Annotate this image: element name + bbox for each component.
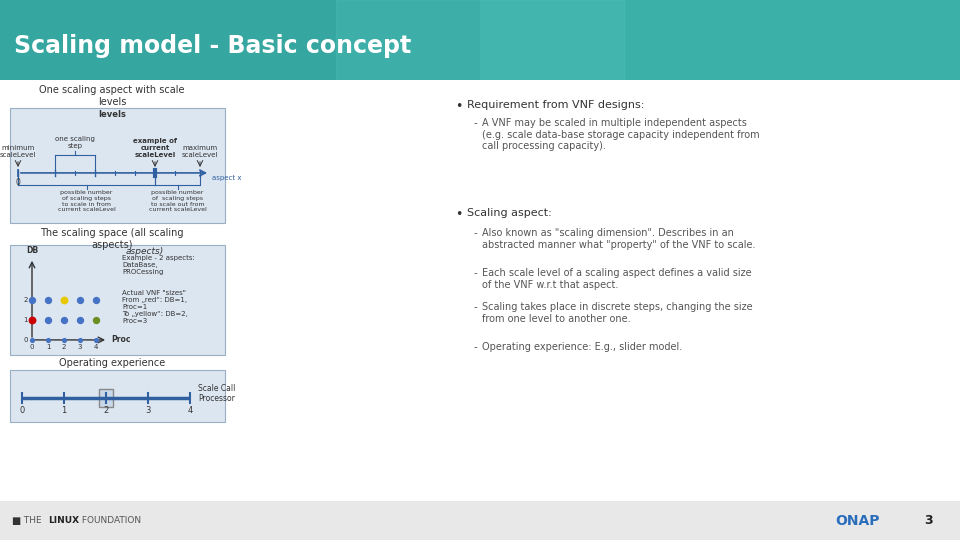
Text: 1: 1: [61, 406, 66, 415]
Bar: [346, 0, 614, 80]
Text: The scaling space (all scaling
aspects): The scaling space (all scaling aspects): [40, 228, 183, 249]
Point: [40, 335, 56, 344]
Point: [88, 295, 104, 304]
Text: levels: levels: [98, 110, 126, 119]
Text: 2: 2: [24, 297, 28, 303]
Bar: [211, 0, 749, 80]
Text: 3: 3: [78, 344, 83, 350]
Text: aspects): aspects): [126, 247, 164, 256]
Point: [57, 295, 72, 304]
Text: 1: 1: [23, 317, 28, 323]
Text: THE: THE: [21, 516, 44, 525]
Text: 2: 2: [61, 344, 66, 350]
Bar: [99, 389, 113, 407]
Text: ■: ■: [12, 516, 21, 525]
Point: [24, 335, 39, 344]
Point: [57, 335, 72, 344]
Text: example of
current
scaleLevel: example of current scaleLevel: [133, 138, 177, 158]
Point: [72, 295, 87, 304]
Bar: [10, 108, 225, 223]
Text: ONAP: ONAP: [835, 514, 879, 528]
Point: [88, 315, 104, 324]
Text: aspect x: aspect x: [212, 175, 242, 181]
Text: minimum
scaleLevel: minimum scaleLevel: [0, 145, 36, 158]
Text: Proc: Proc: [111, 335, 131, 345]
Bar: [10, 245, 225, 355]
Text: 4: 4: [187, 406, 193, 415]
Text: Requirement from VNF designs:: Requirement from VNF designs:: [467, 100, 644, 110]
Text: 0: 0: [15, 178, 20, 187]
Point: [40, 315, 56, 324]
Point: [57, 315, 72, 324]
Text: 4: 4: [94, 344, 98, 350]
Text: one scaling
step: one scaling step: [55, 136, 95, 149]
Text: Scaling aspect:: Scaling aspect:: [467, 208, 552, 218]
Text: 0: 0: [23, 337, 28, 343]
Text: LINUX: LINUX: [48, 516, 79, 525]
Text: •: •: [455, 208, 463, 221]
Text: 3: 3: [924, 514, 933, 527]
Text: -: -: [473, 302, 477, 312]
Point: [72, 335, 87, 344]
Text: maximum
scaleLevel: maximum scaleLevel: [181, 145, 218, 158]
Text: -: -: [473, 268, 477, 278]
Text: -: -: [473, 342, 477, 352]
Text: Scale Call
Processor: Scale Call Processor: [198, 384, 235, 403]
Text: DB: DB: [26, 246, 38, 255]
Polygon shape: [0, 0, 480, 80]
Text: FOUNDATION: FOUNDATION: [79, 516, 141, 525]
Text: Each scale level of a scaling aspect defines a valid size
of the VNF w.r.t that : Each scale level of a scaling aspect def…: [482, 268, 752, 289]
Point: [24, 295, 39, 304]
Text: 0: 0: [30, 344, 35, 350]
Text: •: •: [455, 100, 463, 113]
Text: possible number
of  scaling steps
to scale out from
current scaleLevel: possible number of scaling steps to scal…: [149, 190, 206, 212]
Text: Scaling takes place in discrete steps, changing the size
from one level to anoth: Scaling takes place in discrete steps, c…: [482, 302, 753, 323]
Text: Operating experience: E.g., slider model.: Operating experience: E.g., slider model…: [482, 342, 683, 352]
Text: Scaling model - Basic concept: Scaling model - Basic concept: [14, 35, 412, 58]
Point: [72, 315, 87, 324]
Text: possible number
of scaling steps
to scale in from
current scaleLevel: possible number of scaling steps to scal…: [58, 190, 115, 212]
Point: [88, 335, 104, 344]
Text: 2: 2: [104, 406, 108, 415]
Text: Operating experience: Operating experience: [59, 358, 165, 368]
Text: Also known as "scaling dimension". Describes in an
abstracted manner what "prope: Also known as "scaling dimension". Descr…: [482, 228, 756, 249]
Point: [40, 295, 56, 304]
Text: 1: 1: [46, 344, 50, 350]
Text: -: -: [473, 118, 477, 128]
Bar: [77, 0, 883, 80]
Text: Actual VNF "sizes"
From „red“: DB=1,
Proc=1
To „yellow“: DB=2,
Proc=3: Actual VNF "sizes" From „red“: DB=1, Pro…: [122, 290, 188, 324]
Text: Example - 2 aspects:
DataBase,
PROCessing: Example - 2 aspects: DataBase, PROCessin…: [122, 255, 195, 275]
Text: -: -: [473, 228, 477, 238]
Text: 0: 0: [19, 406, 25, 415]
Text: A VNF may be scaled in multiple independent aspects
(e.g. scale data-base storag: A VNF may be scaled in multiple independ…: [482, 118, 759, 151]
Bar: [336, 0, 624, 80]
Bar: [10, 370, 225, 422]
Text: 3: 3: [145, 406, 151, 415]
Text: One scaling aspect with scale
levels: One scaling aspect with scale levels: [39, 85, 184, 106]
Point: [24, 315, 39, 324]
